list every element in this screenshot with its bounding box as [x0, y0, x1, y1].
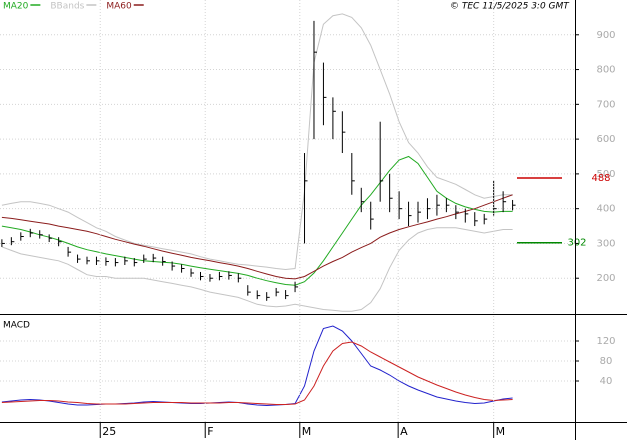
y-tick-label: 40 [600, 376, 613, 387]
x-tick-label: M [496, 425, 506, 438]
credit: © TEC 11/5/2025 3:0 GMT [450, 2, 570, 12]
panel-title: MACD [3, 321, 30, 331]
macd-line [1, 325, 513, 407]
band-lower-line [1, 227, 513, 312]
level-label: 488 [591, 173, 610, 184]
legend-label: MA20 [3, 2, 29, 12]
x-tick-label: A [400, 425, 408, 438]
level-label: 302 [567, 238, 586, 249]
legend-label: MA60 [106, 2, 132, 12]
y-tick-label: 400 [596, 204, 615, 215]
moving-average-line [1, 155, 513, 286]
macd-line [1, 341, 513, 405]
y-tick-label: 600 [596, 134, 615, 145]
x-tick-label: 25 [102, 425, 116, 438]
legend-label: BBands [50, 2, 84, 12]
y-tick-label: 700 [596, 99, 615, 110]
y-tick-label: 800 [596, 65, 615, 76]
y-tick-label: 300 [596, 238, 615, 249]
y-tick-label: 200 [596, 273, 615, 284]
x-tick-label: M [302, 425, 312, 438]
y-tick-label: 120 [596, 336, 615, 347]
y-tick-label: 900 [596, 30, 615, 41]
x-tick-label: F [207, 425, 213, 438]
moving-average-line [1, 194, 513, 280]
y-tick-label: 500 [596, 169, 615, 180]
band-upper-line [1, 13, 513, 271]
y-tick-label: 80 [600, 356, 613, 367]
